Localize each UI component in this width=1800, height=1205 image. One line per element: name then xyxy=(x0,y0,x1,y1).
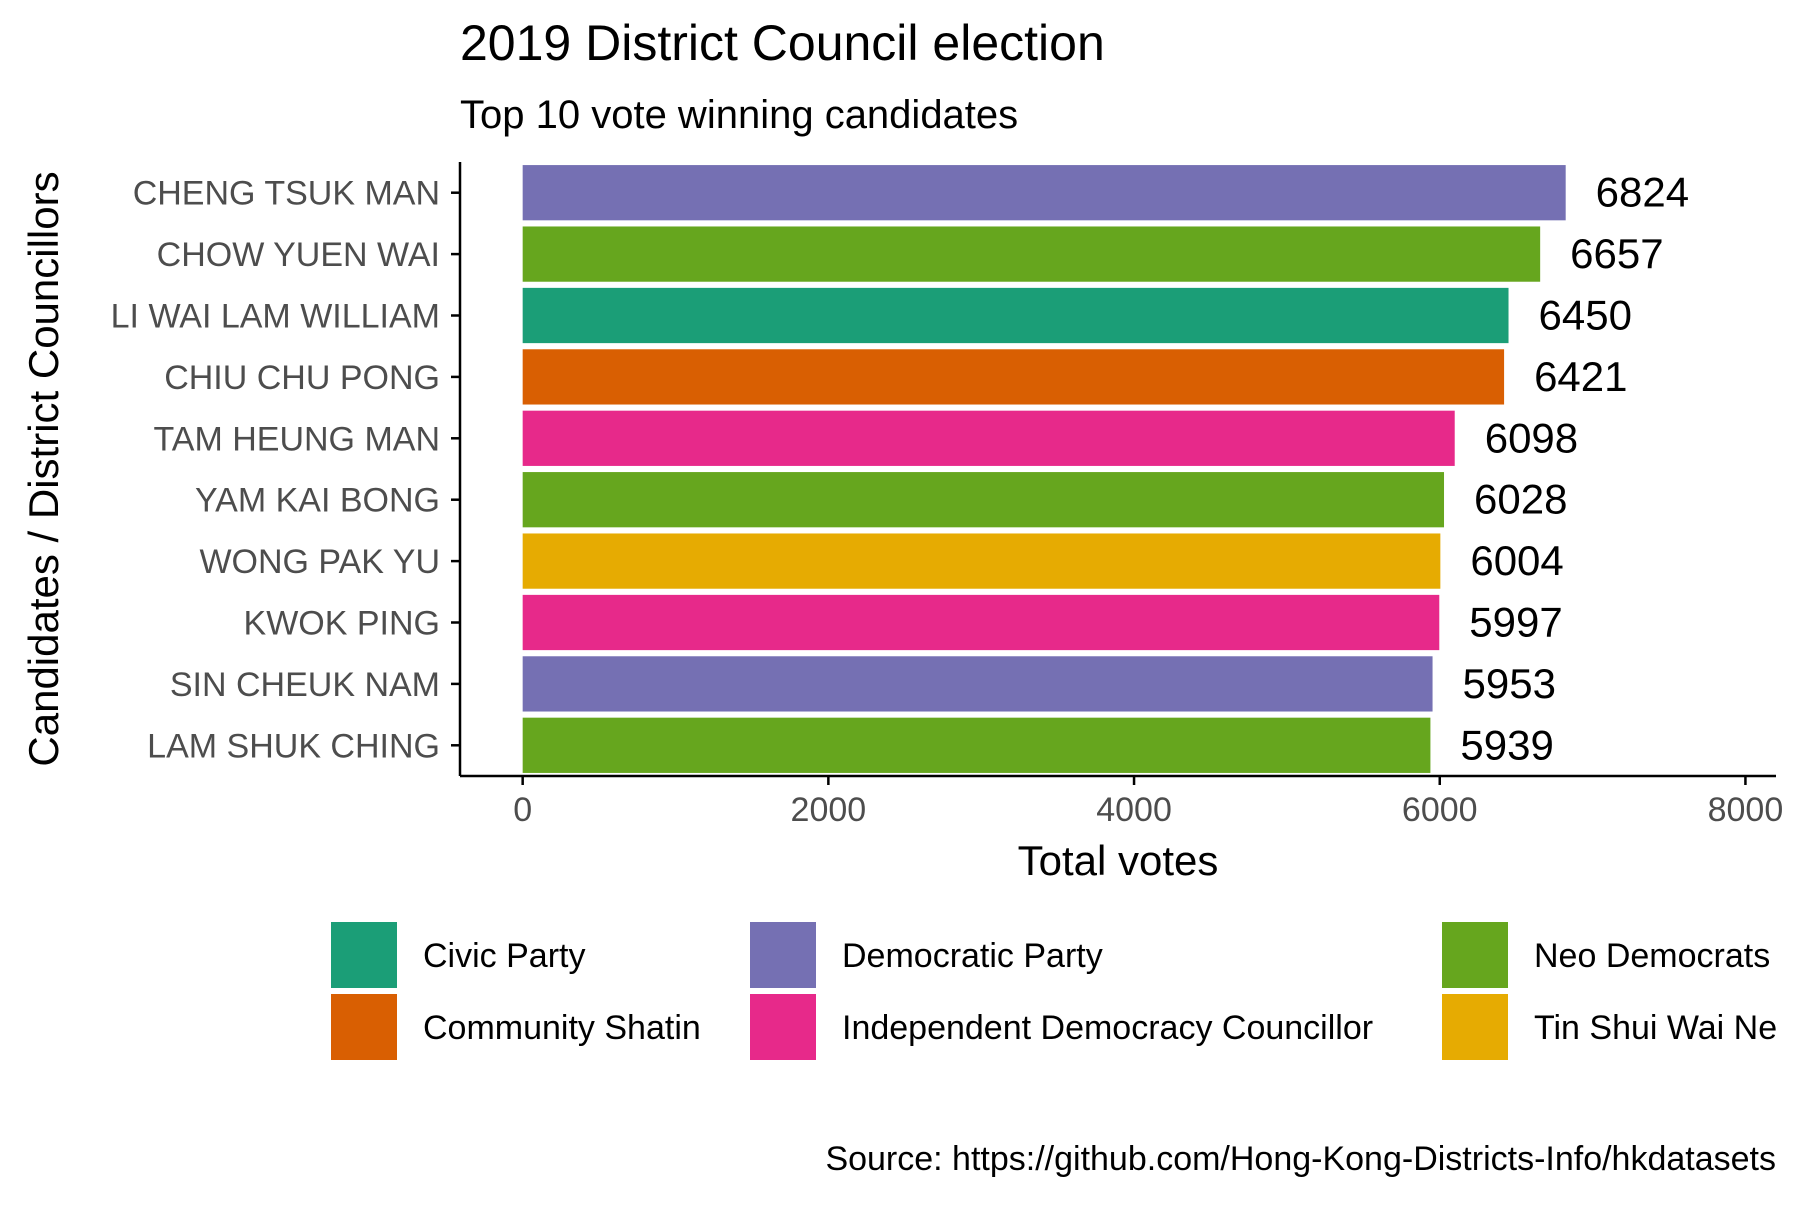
y-tick-label: YAM KAI BONG xyxy=(195,482,440,520)
bar-value-label: 6657 xyxy=(1570,230,1663,277)
bar-value-label: 5939 xyxy=(1460,721,1553,768)
legend-label: Neo Democrats xyxy=(1534,937,1770,975)
legend-label: Community Shatin xyxy=(423,1009,701,1047)
legend-key xyxy=(331,994,397,1060)
x-tick-label: 2000 xyxy=(791,791,867,829)
bar xyxy=(522,656,1433,712)
chart-subtitle: Top 10 vote winning candidates xyxy=(460,93,1018,137)
y-tick-label: LAM SHUK CHING xyxy=(147,727,440,765)
y-tick-labels: CHENG TSUK MAN CHOW YUEN WAI LI WAI LAM WI… xyxy=(111,175,440,766)
legend-label: Democratic Party xyxy=(842,937,1103,975)
bar-value-label: 6824 xyxy=(1596,169,1689,216)
y-tick-label: KWOK PING xyxy=(244,605,440,643)
chart-title: 2019 District Council election xyxy=(460,15,1105,71)
y-tick-label: CHIU CHU PONG xyxy=(164,359,440,397)
y-tick-label: WONG PAK YU xyxy=(199,543,440,581)
bar xyxy=(522,410,1455,466)
x-tick-label: 8000 xyxy=(1708,791,1784,829)
y-axis-title: Candidates / District Councillors xyxy=(20,171,67,766)
x-tick-label: 4000 xyxy=(1096,791,1172,829)
legend-key xyxy=(750,994,816,1060)
chart-caption: Source: https://github.com/Hong-Kong-Dis… xyxy=(825,1140,1776,1178)
y-tick-marks xyxy=(451,191,460,747)
bar xyxy=(522,226,1541,282)
bar-value-label: 6421 xyxy=(1534,353,1627,400)
bar xyxy=(522,349,1505,405)
bar xyxy=(522,533,1441,589)
bar-value-label: 6028 xyxy=(1474,476,1567,523)
bar xyxy=(522,717,1431,773)
bar xyxy=(522,472,1445,528)
bar-value-label: 6450 xyxy=(1539,292,1632,339)
x-tick-label: 0 xyxy=(513,791,532,829)
bar xyxy=(522,594,1440,651)
legend-key xyxy=(331,922,397,988)
x-tick-label: 6000 xyxy=(1402,791,1478,829)
y-tick-label: LI WAI LAM WILLIAM xyxy=(111,298,440,336)
legend-key xyxy=(1442,922,1508,988)
bar-value-label: 6004 xyxy=(1470,537,1563,584)
legend-key xyxy=(750,922,816,988)
x-tick-labels: 0 2000 4000 6000 8000 xyxy=(513,791,1783,829)
y-tick-label: CHOW YUEN WAI xyxy=(157,236,440,274)
legend-label: Tin Shui Wai Ne xyxy=(1534,1009,1777,1047)
bar-value-label: 5953 xyxy=(1463,660,1556,707)
legend-key xyxy=(1442,994,1508,1060)
x-axis-title: Total votes xyxy=(1018,837,1219,884)
y-tick-label: SIN CHEUK NAM xyxy=(170,666,440,704)
x-tick-marks xyxy=(521,776,1747,785)
y-tick-label: TAM HEUNG MAN xyxy=(154,420,440,458)
value-labels: 6824 6657 6450 6421 6098 6028 6004 5997 5953 5939 xyxy=(1460,169,1689,769)
bar-value-label: 6098 xyxy=(1485,414,1578,461)
bars xyxy=(522,165,1566,773)
legend: Civic Party Community Shatin Democratic Pa… xyxy=(331,922,1777,1060)
y-tick-label: CHENG TSUK MAN xyxy=(133,175,440,213)
bar xyxy=(522,165,1566,221)
legend-label: Civic Party xyxy=(423,937,585,975)
legend-label: Independent Democracy Councillor xyxy=(842,1009,1373,1047)
bar-value-label: 5997 xyxy=(1469,599,1562,646)
bar xyxy=(522,287,1509,344)
